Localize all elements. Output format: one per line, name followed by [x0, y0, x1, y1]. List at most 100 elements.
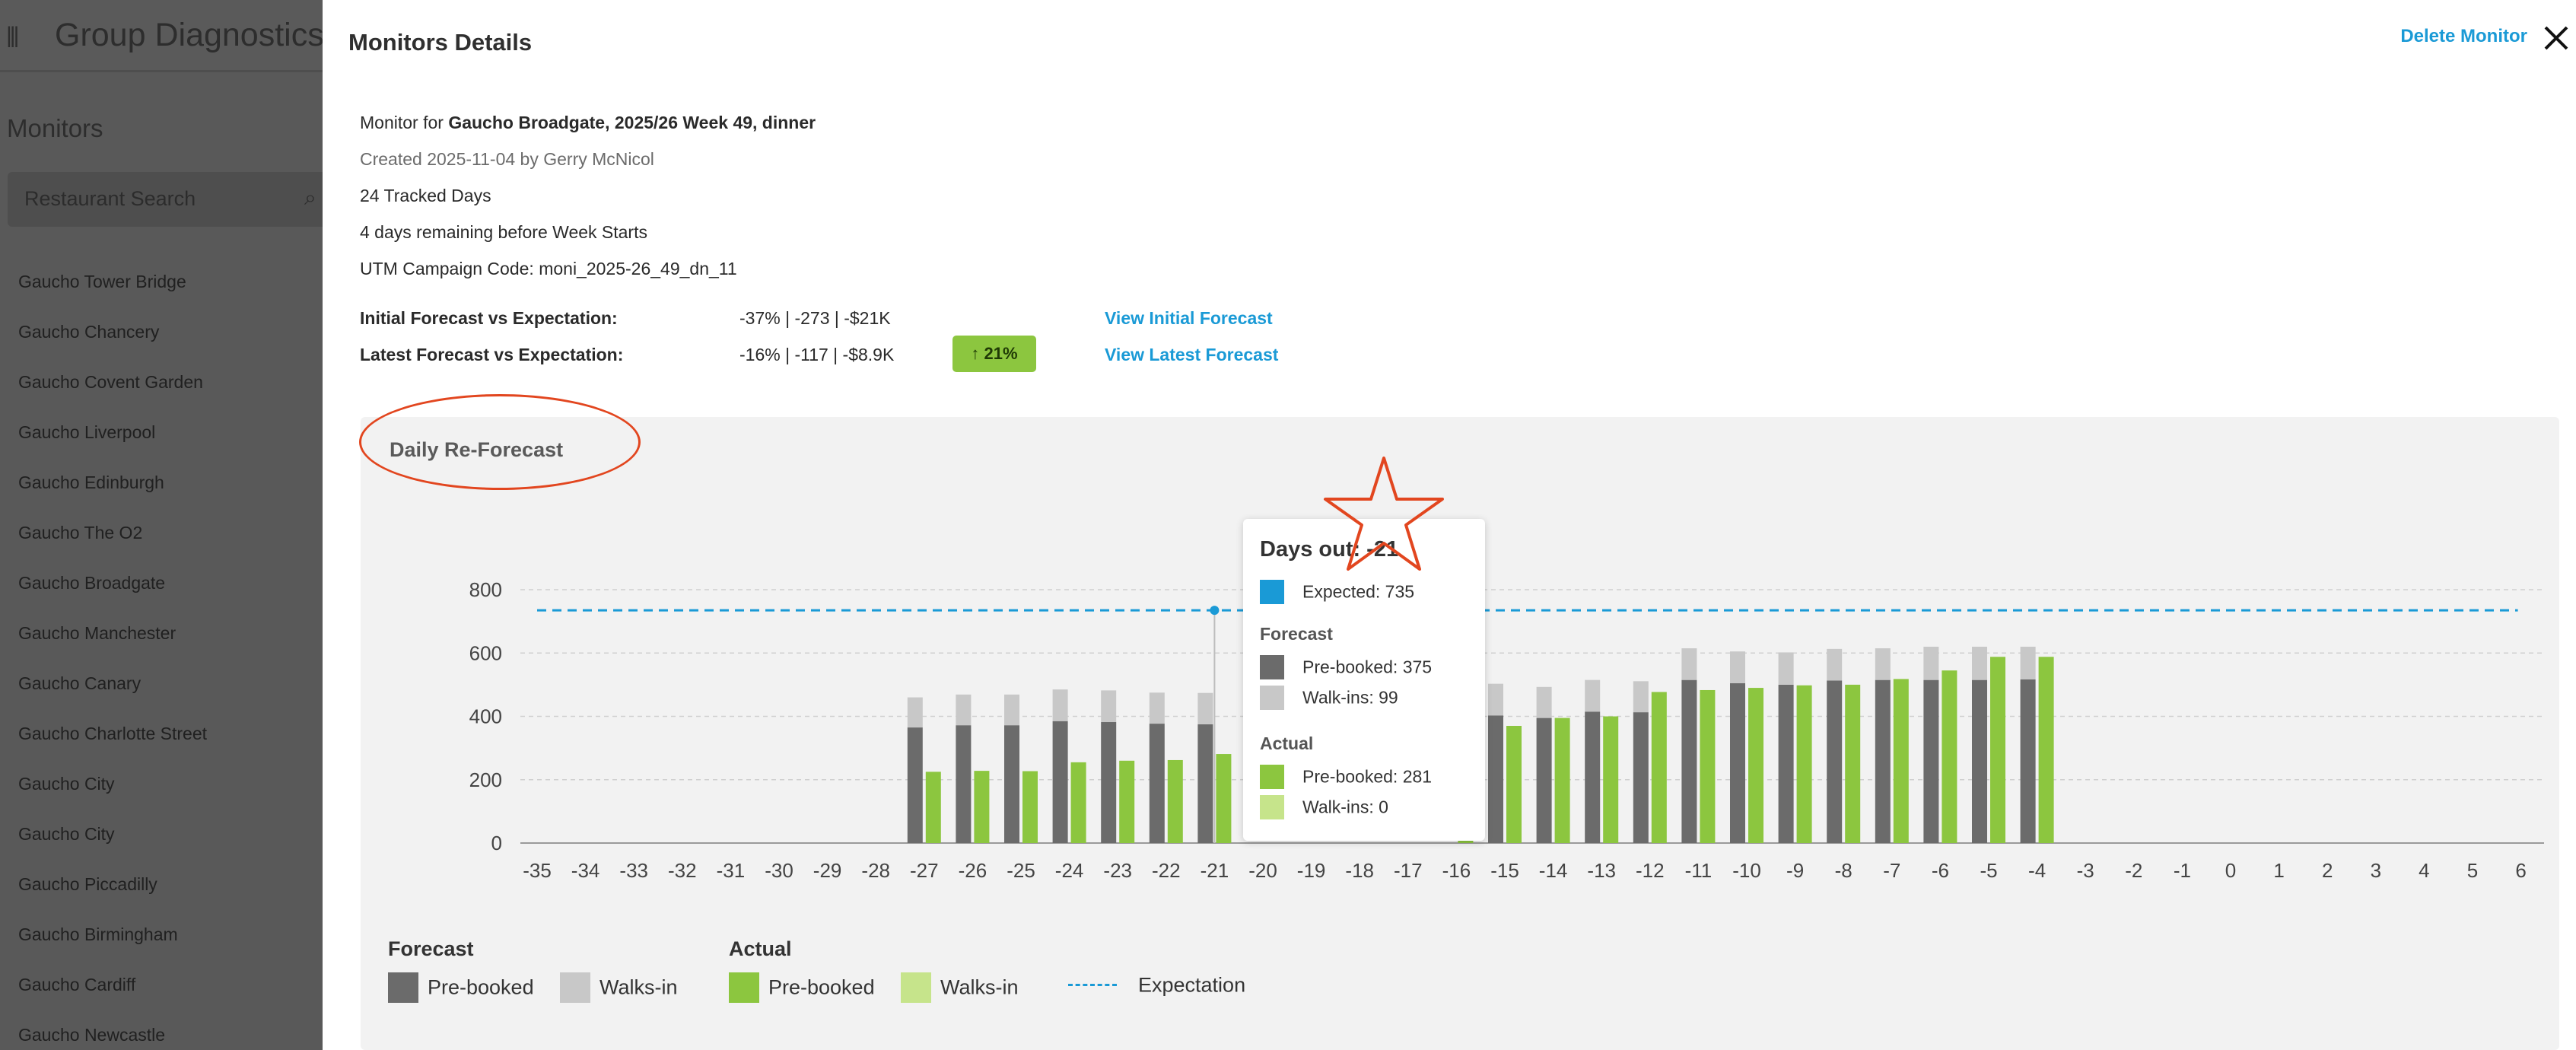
- forecast-prebooked-bar: [956, 725, 972, 843]
- x-tick-label: -33: [619, 859, 648, 882]
- tooltip-expected: Expected: 735: [1260, 580, 1414, 604]
- modal-title: Monitors Details: [348, 29, 533, 56]
- forecast-prebooked-bar: [2020, 679, 2036, 843]
- x-tick-label: -4: [2028, 859, 2046, 882]
- x-tick-label: 6: [2515, 859, 2526, 882]
- forecast-prebooked-bar: [1972, 679, 1987, 843]
- legend-expectation: Expectation: [1068, 972, 1245, 997]
- restaurant-list-item[interactable]: Gaucho Manchester: [18, 623, 177, 643]
- forecast-prebooked-bar: [1197, 724, 1213, 843]
- tooltip-actual-prebooked: Pre-booked: 281: [1260, 765, 1432, 789]
- restaurant-list-item[interactable]: Gaucho Edinburgh: [18, 473, 164, 492]
- background-app: ||| Group Diagnostics Monitors Restauran…: [0, 0, 323, 1050]
- x-tick-label: -25: [1007, 859, 1035, 882]
- legend-swatch: [560, 972, 590, 1003]
- x-tick-label: -6: [1932, 859, 1949, 882]
- monitor-prefix: Monitor for: [360, 113, 449, 132]
- x-tick-label: -15: [1490, 859, 1519, 882]
- app-title: Group Diagnostics: [55, 17, 323, 53]
- forecast-walkins-bar: [1101, 690, 1117, 723]
- x-tick-label: -20: [1248, 859, 1277, 882]
- x-tick-label: -22: [1152, 859, 1181, 882]
- forecast-walkins-bar: [1923, 646, 1939, 680]
- chart-tooltip: Days out: -21 Expected: 735 Forecast Pre…: [1243, 519, 1485, 841]
- legend-swatch: [729, 972, 759, 1003]
- x-tick-label: -7: [1883, 859, 1900, 882]
- forecast-walkins-bar: [1875, 648, 1891, 680]
- legend-label: Pre-booked: [428, 975, 534, 999]
- x-tick-label: 2: [2322, 859, 2333, 882]
- forecast-prebooked-bar: [1149, 724, 1165, 843]
- view-latest-forecast-link[interactable]: View Latest Forecast: [1105, 345, 1279, 364]
- forecast-prebooked-bar: [1827, 680, 1843, 843]
- forecast-walkins-bar: [1004, 694, 1019, 726]
- x-tick-label: -17: [1394, 859, 1423, 882]
- menu-icon[interactable]: |||: [6, 23, 19, 48]
- forecast-prebooked-bar: [1923, 679, 1939, 843]
- x-tick-label: -12: [1636, 859, 1665, 882]
- restaurant-list-item[interactable]: Gaucho The O2: [18, 523, 143, 542]
- x-tick-label: -31: [717, 859, 746, 882]
- x-tick-label: 0: [2225, 859, 2236, 882]
- restaurant-list-item[interactable]: Gaucho Liverpool: [18, 422, 156, 442]
- restaurant-list-item[interactable]: Gaucho Covent Garden: [18, 372, 203, 392]
- restaurant-list-item[interactable]: Gaucho Newcastle: [18, 1025, 166, 1045]
- legend-label: Pre-booked: [768, 975, 875, 999]
- actual-prebooked-bar: [974, 771, 990, 843]
- forecast-prebooked-bar: [1052, 721, 1068, 843]
- actual-prebooked-bar: [1554, 718, 1570, 843]
- x-tick-label: -34: [571, 859, 600, 882]
- forecast-walkins-bar: [1585, 679, 1601, 712]
- actual-prebooked-bar: [1893, 679, 1909, 843]
- restaurant-list-item[interactable]: Gaucho Chancery: [18, 322, 160, 342]
- forecast-prebooked-bar: [1778, 684, 1794, 843]
- restaurant-list-item[interactable]: Gaucho Tower Bridge: [18, 272, 186, 291]
- restaurant-search-input[interactable]: Restaurant Search ⌕: [8, 172, 323, 227]
- y-tick-label: 800: [469, 578, 502, 601]
- x-tick-label: -2: [2125, 859, 2142, 882]
- actual-prebooked-bar: [1651, 692, 1667, 843]
- x-tick-label: -8: [1835, 859, 1852, 882]
- close-icon[interactable]: [2541, 18, 2571, 56]
- restaurant-list-item[interactable]: Gaucho Birmingham: [18, 924, 178, 944]
- actual-prebooked-bar: [2038, 657, 2054, 843]
- restaurant-list-item[interactable]: Gaucho City: [18, 824, 115, 844]
- legend-dash: [1068, 984, 1117, 987]
- restaurant-list-item[interactable]: Gaucho Piccadilly: [18, 874, 157, 894]
- restaurant-list-item[interactable]: Gaucho Cardiff: [18, 975, 136, 994]
- actual-prebooked-bar: [1845, 684, 1861, 843]
- legend-forecast-prebooked: Pre-booked: [388, 972, 534, 1003]
- x-tick-label: -11: [1685, 859, 1713, 882]
- legend-swatch: [388, 972, 418, 1003]
- legend-label: Walks-in: [940, 975, 1019, 999]
- x-tick-label: -14: [1539, 859, 1568, 882]
- restaurant-list-item[interactable]: Gaucho Charlotte Street: [18, 724, 208, 743]
- actual-prebooked-swatch: [1260, 765, 1284, 789]
- forecast-walkins-bar: [1197, 692, 1213, 724]
- forecast-walkins-bar: [2020, 646, 2036, 679]
- improvement-badge: ↑ 21%: [952, 336, 1036, 372]
- restaurant-list-item[interactable]: Gaucho Broadgate: [18, 573, 166, 593]
- delete-monitor-button[interactable]: Delete Monitor: [2400, 26, 2527, 46]
- restaurant-list-item[interactable]: Gaucho Canary: [18, 673, 142, 693]
- forecast-prebooked-bar: [1585, 711, 1601, 843]
- tooltip-forecast-prebooked-text: Pre-booked: 375: [1302, 657, 1433, 677]
- x-tick-label: -3: [2077, 859, 2094, 882]
- tooltip-forecast-prebooked: Pre-booked: 375: [1260, 655, 1432, 679]
- days-remaining: 4 days remaining before Week Starts: [360, 222, 647, 242]
- legend-actual-heading: Actual: [729, 937, 792, 960]
- forecast-walkins-bar: [1827, 648, 1843, 681]
- x-tick-label: -1: [2174, 859, 2191, 882]
- view-initial-forecast-link[interactable]: View Initial Forecast: [1105, 308, 1273, 328]
- utm-code: UTM Campaign Code: moni_2025-26_49_dn_11: [360, 259, 737, 278]
- forecast-walkins-bar: [907, 697, 923, 728]
- daily-reforecast-panel: Daily Re-Forecast 0 200 400 600 800 -35 -34 -33…: [359, 394, 2559, 1050]
- x-tick-label: -28: [861, 859, 890, 882]
- legend-actual-walkins: Walks-in: [901, 972, 1019, 1003]
- restaurant-list-item[interactable]: Gaucho City: [18, 774, 115, 794]
- forecast-walkins-bar: [1778, 652, 1794, 685]
- x-tick-label: -23: [1103, 859, 1132, 882]
- x-tick-label: -18: [1345, 859, 1374, 882]
- tooltip-forecast-walkins-text: Walk-ins: 99: [1302, 687, 1398, 708]
- actual-prebooked-bar: [1990, 657, 2005, 843]
